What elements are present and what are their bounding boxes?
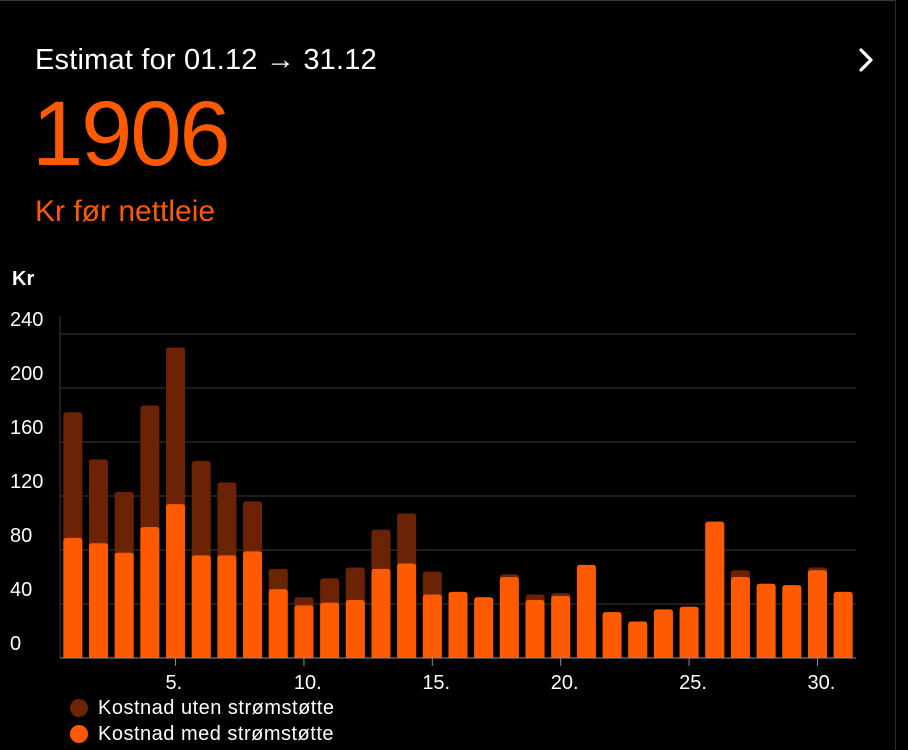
- bar-with-support: [756, 583, 776, 658]
- x-tick-label: 10.: [294, 672, 322, 694]
- bar-with-support: [397, 563, 417, 658]
- bar-with-support: [448, 591, 468, 658]
- y-tick-label: 160: [10, 417, 43, 439]
- legend-label-with-support: Kostnad med strømstøtte: [98, 722, 335, 745]
- estimate-period-title: Estimat for 01.12 → 31.12: [35, 44, 377, 76]
- bar-with-support: [217, 555, 237, 658]
- bar-with-support: [551, 595, 571, 658]
- bar-with-support: [782, 585, 802, 658]
- bar-with-support: [730, 577, 750, 658]
- y-tick-label: 200: [10, 363, 43, 385]
- bar-with-support: [371, 568, 391, 658]
- legend-label-without-support: Kostnad uten strømstøtte: [98, 696, 335, 719]
- bar-with-support: [140, 527, 160, 658]
- y-tick-label: 120: [10, 471, 43, 493]
- x-tick-label: 20.: [551, 672, 579, 694]
- bar-with-support: [320, 602, 340, 658]
- bar-with-support: [114, 552, 134, 658]
- bar-with-support: [807, 570, 827, 658]
- x-tick-label: 5.: [166, 672, 183, 694]
- daily-cost-chart: 0 40 80 120 160 200 240 5. 10. 15. 20. 25. 30.: [10, 309, 856, 694]
- y-axis-unit-label: Kr: [12, 268, 35, 290]
- x-tick-label: 30.: [807, 672, 835, 694]
- y-tick-label: 80: [10, 525, 32, 547]
- bar-with-support: [628, 621, 648, 658]
- legend-item-with-support: Kostnad med strømstøtte: [70, 721, 335, 747]
- legend-dot-without-support: [70, 699, 88, 717]
- bar-with-support: [89, 543, 109, 658]
- x-tick-label: 25.: [679, 672, 707, 694]
- bar-with-support: [679, 606, 699, 658]
- bar-with-support: [166, 504, 186, 658]
- bar-with-support: [474, 597, 494, 658]
- bar-with-support: [653, 609, 673, 658]
- bar-with-support: [345, 599, 365, 658]
- bar-with-support: [499, 577, 519, 658]
- estimated-cost-subtitle: Kr før nettleie: [35, 195, 216, 228]
- chart-legend: Kostnad uten strømstøtte Kostnad med str…: [70, 695, 335, 747]
- y-tick-label: 40: [10, 579, 32, 601]
- chevron-right-icon[interactable]: [852, 46, 880, 74]
- y-tick-label: 240: [10, 309, 43, 331]
- legend-item-without-support: Kostnad uten strømstøtte: [70, 695, 335, 721]
- bar-with-support: [705, 521, 725, 658]
- bar-with-support: [833, 591, 853, 658]
- y-tick-label: 0: [10, 633, 21, 655]
- bar-with-support: [268, 589, 288, 658]
- bar-with-support: [191, 555, 211, 658]
- bar-with-support: [63, 537, 83, 658]
- bar-with-support: [602, 612, 622, 658]
- bar-with-support: [243, 551, 263, 658]
- right-edge: [895, 0, 896, 750]
- x-tick-label: 15.: [422, 672, 450, 694]
- estimated-cost-value: 1906: [32, 83, 231, 185]
- legend-dot-with-support: [70, 725, 88, 743]
- bar-with-support: [576, 564, 596, 658]
- bar-with-support: [294, 605, 314, 658]
- bar-with-support: [422, 594, 442, 658]
- top-border: [0, 0, 896, 5]
- bar-with-support: [525, 599, 545, 658]
